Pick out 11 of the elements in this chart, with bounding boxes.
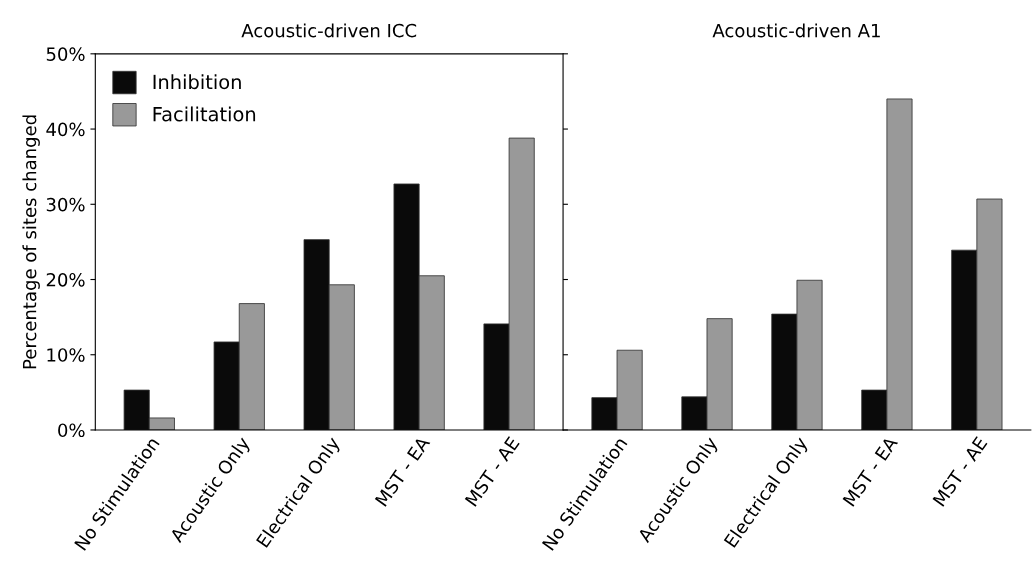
y-tick-label: 0%	[58, 423, 85, 438]
y-axis-title: Percentage of sites changed	[22, 115, 40, 369]
y-tick-label: 40%	[46, 122, 85, 137]
chart-title: Acoustic-driven ICC	[241, 23, 417, 38]
y-tick-label: 10%	[47, 348, 85, 362]
legend-label: Inhibition	[153, 74, 241, 90]
legend-label: Facilitation	[153, 106, 256, 122]
y-tick-label: 50%	[46, 47, 85, 61]
y-tick-label: 20%	[46, 272, 85, 287]
chart-title: Acoustic-driven A1	[712, 23, 880, 38]
y-tick-label: 30%	[46, 197, 85, 212]
